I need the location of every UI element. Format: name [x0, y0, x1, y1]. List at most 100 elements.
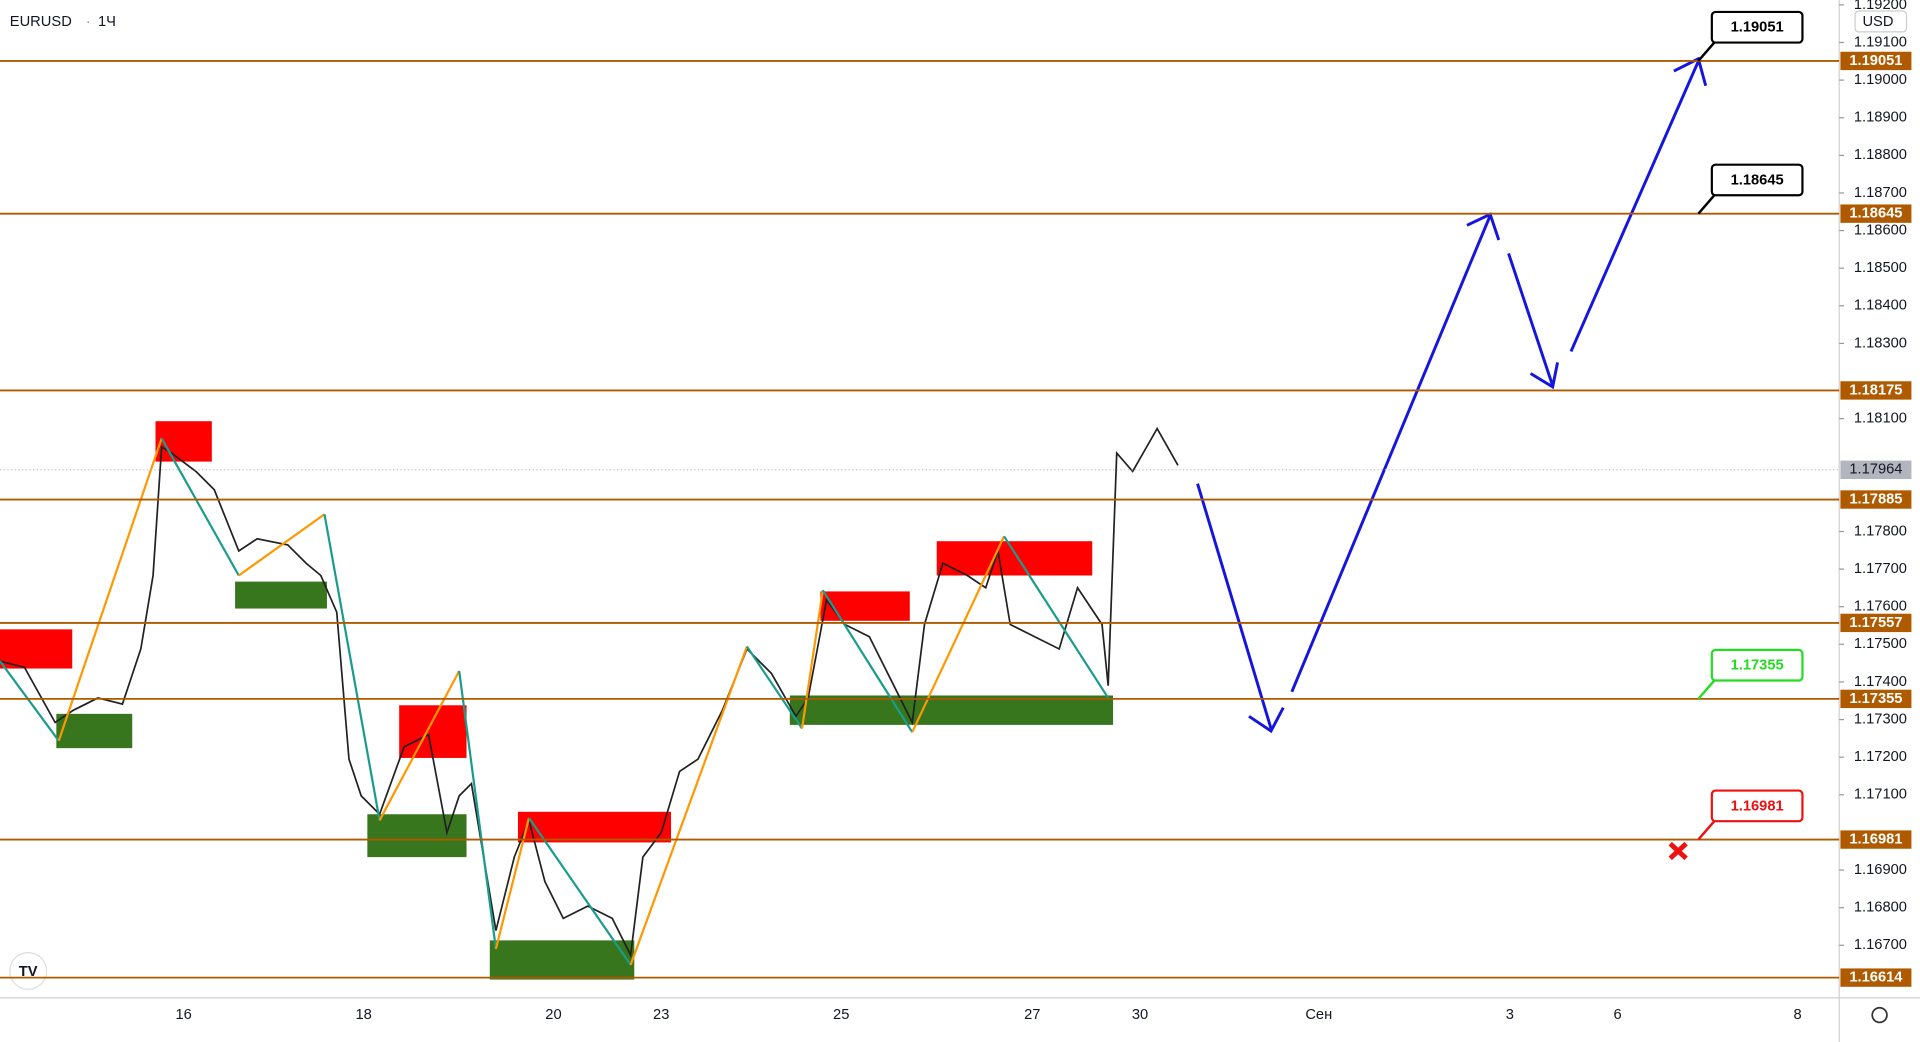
supply-zone: [399, 705, 467, 758]
y-tick-label: 1.17600: [1854, 599, 1907, 615]
last-price-bg: [1840, 460, 1912, 479]
level-label-bg: [1840, 968, 1912, 987]
x-tick-label: 25: [833, 1007, 849, 1023]
y-tick-label: 1.17800: [1854, 523, 1907, 539]
symbol: EURUSD: [10, 14, 72, 30]
x-tick-label: 3: [1506, 1007, 1514, 1023]
zigzag-down: [1003, 535, 1110, 699]
supply-zone: [0, 629, 73, 669]
y-tick-label: 1.16800: [1854, 900, 1907, 916]
x-tick-label: 16: [176, 1007, 192, 1023]
last-price-label: 1.17964: [1849, 462, 1902, 478]
y-tick-label: 1.18400: [1854, 298, 1907, 314]
zigzag-down: [746, 645, 803, 730]
level-label-bg: [1840, 204, 1912, 223]
zigzag-up: [378, 670, 461, 821]
callout-pointer: [1697, 679, 1716, 700]
callout-pointer: [1697, 194, 1716, 215]
level-label: 1.17885: [1849, 491, 1902, 507]
x-tick-label: 6: [1613, 1007, 1621, 1023]
level-label: 1.17355: [1849, 691, 1902, 707]
zigzag-down: [528, 817, 632, 966]
timeframe: 1Ч: [98, 14, 116, 30]
cross-stroke: [1668, 841, 1688, 861]
zigzag-down: [160, 437, 240, 577]
demand-zone: [489, 940, 635, 980]
arrow-head: [1529, 362, 1559, 390]
forecast-leg: [1196, 483, 1273, 729]
y-tick-label: 1.18500: [1854, 260, 1907, 276]
level-label: 1.18645: [1849, 206, 1902, 222]
callout-label: 1.19051: [1731, 20, 1784, 36]
currency-button[interactable]: [1854, 10, 1908, 33]
x-tick-label: Сен: [1305, 1007, 1332, 1023]
callout-box: [1710, 10, 1804, 44]
currency[interactable]: USD: [1862, 14, 1893, 30]
y-tick-label: 1.18600: [1854, 222, 1907, 238]
level-label-bg: [1840, 381, 1912, 400]
level-label-bg: [1840, 689, 1912, 709]
zigzag-down: [821, 589, 914, 733]
callout-box: [1710, 648, 1804, 682]
arrow-head: [1248, 707, 1285, 734]
callout-label: 1.17355: [1731, 658, 1784, 674]
y-tick-label: 1.17500: [1854, 636, 1907, 652]
zigzag: [0, 437, 1110, 966]
callout-box: [1710, 789, 1804, 823]
separator: ·: [86, 14, 91, 30]
x-tick-label: 30: [1132, 1007, 1148, 1023]
y-tick-label: 1.19100: [1854, 34, 1907, 50]
supply-zone: [936, 541, 1093, 576]
arrow-head: [1673, 56, 1708, 87]
y-tick-label: 1.19200: [1854, 0, 1907, 13]
y-tick-label: 1.16900: [1854, 862, 1907, 878]
y-tick-label: 1.19000: [1854, 72, 1907, 88]
y-tick-label: 1.17200: [1854, 749, 1907, 765]
logo-text: TV: [19, 964, 38, 980]
zigzag-up: [57, 437, 163, 742]
zones: [0, 421, 1114, 980]
level-label: 1.17557: [1849, 615, 1902, 631]
y-tick-label: 1.18800: [1854, 147, 1907, 163]
x-tick-label: 8: [1793, 1007, 1801, 1023]
zigzag-down: [458, 670, 498, 950]
y-tick-label: 1.17400: [1854, 674, 1907, 690]
y-tick-label: 1.18100: [1854, 411, 1907, 427]
level-label-bg: [1840, 613, 1912, 633]
demand-zone: [235, 581, 327, 609]
callout-label: 1.16981: [1731, 798, 1784, 814]
forecast: [1196, 56, 1708, 734]
level-label-bg: [1840, 830, 1912, 849]
x-tick-label: 23: [653, 1007, 669, 1023]
forecast-leg: [1507, 252, 1555, 387]
y-tick-label: 1.17300: [1854, 711, 1907, 727]
x-tick-label: 18: [356, 1007, 372, 1023]
callout-box: [1710, 163, 1804, 197]
zigzag-up: [800, 590, 824, 729]
price-path: [0, 426, 1179, 958]
y-tick-label: 1.16700: [1854, 937, 1907, 953]
logo: [9, 952, 48, 990]
level-label: 1.18175: [1849, 382, 1902, 398]
level-label: 1.19051: [1849, 53, 1902, 69]
level-label-bg: [1840, 490, 1912, 509]
forecast-leg: [1290, 214, 1492, 693]
forecast-leg: [1569, 60, 1700, 353]
y-tick-label: 1.17700: [1854, 561, 1907, 577]
callout-label: 1.18645: [1731, 172, 1784, 188]
supply-zone: [820, 591, 910, 621]
header: EURUSD · 1Ч USD TV: [9, 10, 1908, 1024]
zigzag-down: [0, 660, 60, 742]
settings-icon[interactable]: [1871, 1006, 1888, 1024]
y-tick-label: 1.18900: [1854, 110, 1907, 126]
stop-cross: [1668, 841, 1688, 861]
level-label: 1.16981: [1849, 831, 1902, 847]
zigzag-up: [238, 513, 326, 577]
supply-zone: [155, 421, 212, 462]
demand-zone: [789, 695, 1114, 725]
y-tick-label: 1.18700: [1854, 185, 1907, 201]
demand-zone: [56, 713, 133, 749]
level-label: 1.16614: [1849, 969, 1903, 985]
